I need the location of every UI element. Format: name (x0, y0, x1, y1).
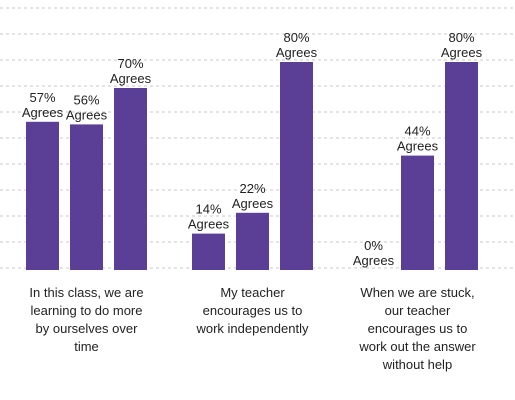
data-label-agrees: Agrees (441, 45, 483, 60)
data-label-agrees: Agrees (353, 253, 395, 268)
data-label-value: 57% (29, 90, 55, 105)
data-label-value: 56% (73, 92, 99, 107)
data-label-agrees: Agrees (188, 217, 230, 232)
bar (280, 62, 313, 270)
bar (445, 62, 478, 270)
bar (401, 155, 434, 270)
data-label-agrees: Agrees (397, 139, 439, 154)
data-label-agrees: Agrees (232, 196, 274, 211)
category-label-line: by ourselves over (36, 321, 139, 336)
category-labels: In this class, we are learning to do more… (29, 285, 476, 372)
data-label-value: 22% (239, 181, 265, 196)
data-label-value: 44% (404, 124, 430, 139)
bars (26, 62, 478, 271)
bar (70, 124, 103, 271)
data-label-agrees: Agrees (110, 71, 152, 86)
data-label-value: 0% (364, 238, 383, 253)
data-label-value: 80% (283, 30, 309, 45)
bar (236, 212, 269, 270)
category-label-line: encourages us to (368, 321, 468, 336)
bar (192, 233, 225, 270)
data-label-agrees: Agrees (66, 107, 108, 122)
bar (114, 88, 147, 270)
category-label-line: encourages us to (203, 303, 303, 318)
category-label-line: work independently (195, 321, 309, 336)
data-label-value: 14% (195, 202, 221, 217)
category-label-line: our teacher (385, 303, 451, 318)
category-label-line: learning to do more (30, 303, 142, 318)
category-label-line: time (74, 339, 99, 354)
data-labels: 57%Agrees56%Agrees70%Agrees14%Agrees22%A… (22, 30, 483, 268)
data-label-agrees: Agrees (276, 45, 318, 60)
category-label-line: work out the answer (358, 339, 476, 354)
category-label-line: In this class, we are (29, 285, 143, 300)
bar (26, 121, 59, 270)
data-label-value: 70% (117, 56, 143, 71)
category-label-line: without help (382, 357, 452, 372)
data-label-value: 80% (448, 30, 474, 45)
data-label-agrees: Agrees (22, 105, 64, 120)
category-label-line: My teacher (220, 285, 285, 300)
category-label-line: When we are stuck, (360, 285, 474, 300)
